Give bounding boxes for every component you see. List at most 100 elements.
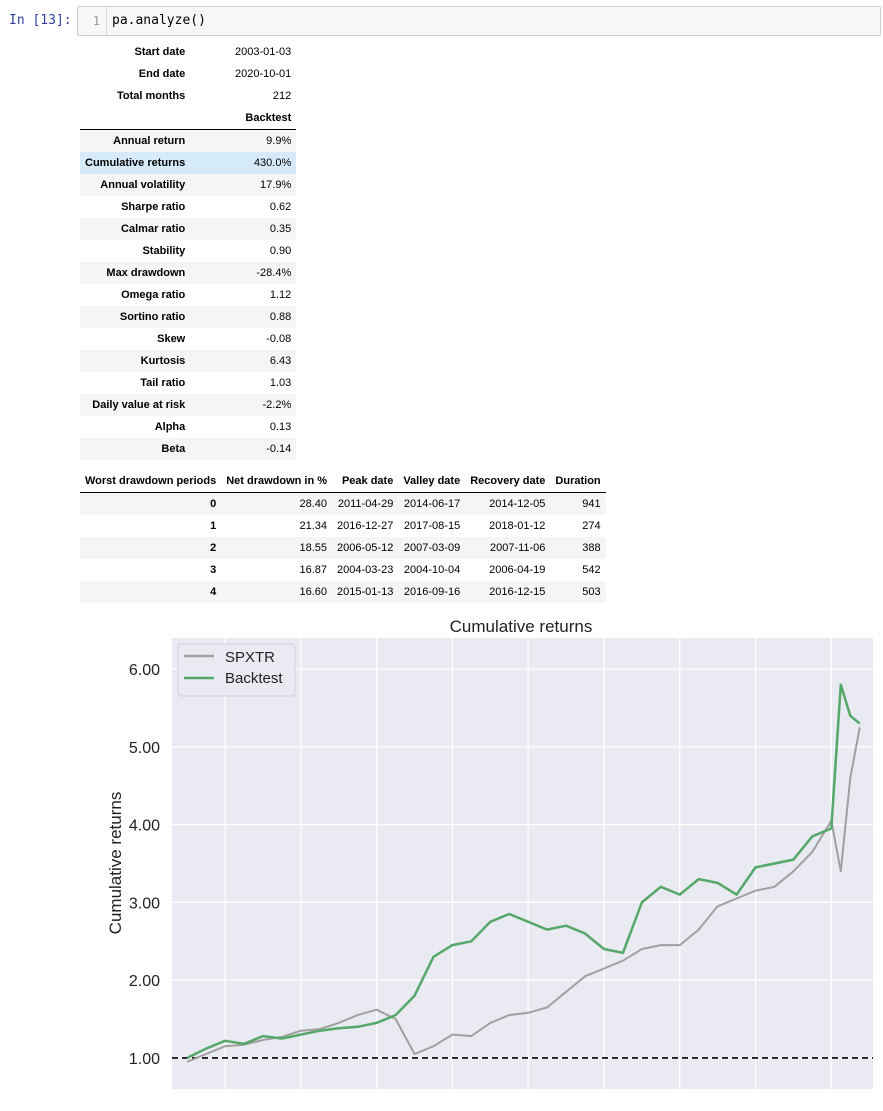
info-label: End date <box>138 68 186 80</box>
drawdown-index: 4 <box>210 586 217 598</box>
column-header-backtest: Backtest <box>245 112 292 124</box>
info-row: End date 2020-10-01 <box>80 63 296 85</box>
metric-value: 1.03 <box>269 377 292 389</box>
metric-label: Cumulative returns <box>85 157 186 169</box>
drawdown-cell: 2004-10-04 <box>403 564 461 576</box>
drawdown-column-header: Net drawdown in % <box>226 475 328 487</box>
info-value: 212 <box>272 90 292 102</box>
y-tick-label: 3.00 <box>129 895 160 912</box>
metric-value: -0.14 <box>266 443 292 455</box>
drawdown-cell: 2017-08-15 <box>403 520 461 532</box>
metric-row: Annual return 9.9% <box>80 129 297 152</box>
metric-row: Sortino ratio 0.88 <box>80 306 297 328</box>
series-lines <box>186 683 861 1063</box>
y-axis-label: Cumulative returns <box>106 792 125 935</box>
plot-area <box>172 638 873 1089</box>
legend-label-spxtr: SPXTR <box>225 649 275 666</box>
metric-row: Skew -0.08 <box>80 328 296 350</box>
drawdown-column-header: Recovery date <box>470 475 546 487</box>
drawdown-cell: 2015-01-13 <box>337 586 394 598</box>
drawdown-index: 1 <box>210 520 217 532</box>
y-tick-label: 6.00 <box>129 662 160 679</box>
series-line-spxtr <box>186 727 861 1063</box>
info-value: 2003-01-03 <box>234 46 292 58</box>
table-corner <box>80 107 190 130</box>
metric-label: Beta <box>161 443 186 455</box>
metric-row: Beta -0.14 <box>80 438 297 460</box>
drawdown-cell: 503 <box>582 586 601 598</box>
drawdown-cell: 16.60 <box>299 586 328 598</box>
drawdown-cell: 2014-06-17 <box>403 498 461 510</box>
drawdown-cell: 388 <box>582 542 601 554</box>
metric-label: Sharpe ratio <box>121 201 186 213</box>
drawdown-cell: 2016-12-15 <box>489 586 546 598</box>
drawdown-cell: 2006-04-19 <box>489 564 546 576</box>
cumulative-returns-chart: 1.00 2.00 3.00 4.00 5.00 6.00 Cumulative retu… <box>106 617 873 1089</box>
metric-value: 0.13 <box>269 421 292 433</box>
metric-label: Annual return <box>113 135 186 147</box>
metric-label: Skew <box>157 333 186 345</box>
metric-row: Stability 0.90 <box>80 240 296 262</box>
y-tick-label: 1.00 <box>129 1051 160 1068</box>
metric-value: -2.2% <box>262 399 292 411</box>
drawdown-cell: 2014-12-05 <box>489 498 546 510</box>
metric-row: Annual volatility 17.9% <box>80 174 297 196</box>
metric-value: 0.35 <box>269 223 292 235</box>
metric-value: 0.62 <box>269 201 292 213</box>
metric-label: Daily value at risk <box>92 399 186 411</box>
metric-row: Kurtosis 6.43 <box>80 350 297 372</box>
drawdown-cell: 2006-05-12 <box>337 542 394 554</box>
metric-value: -28.4% <box>256 267 292 279</box>
info-value: 2020-10-01 <box>234 68 292 80</box>
y-tick-label: 4.00 <box>129 818 160 835</box>
metric-row: Sharpe ratio 0.62 <box>80 196 296 218</box>
drawdown-row: 3 16.87 2004-03-23 2004-10-04 2006-04-19 542 <box>80 559 606 581</box>
drawdown-cell: 28.40 <box>299 498 328 510</box>
metric-label: Tail ratio <box>140 377 186 389</box>
metric-label: Omega ratio <box>121 289 186 301</box>
drawdown-index: 2 <box>210 542 217 554</box>
drawdown-index: 0 <box>210 498 217 510</box>
drawdown-cell: 16.87 <box>299 564 328 576</box>
drawdown-periods-table: Worst drawdown periods Net drawdown in % P… <box>80 470 606 603</box>
legend: SPXTR Backtest <box>177 643 296 697</box>
metric-label: Annual volatility <box>100 179 186 191</box>
drawdown-column-header: Worst drawdown periods <box>85 475 217 487</box>
metric-label: Kurtosis <box>140 355 186 367</box>
drawdown-column-header: Duration <box>555 475 601 487</box>
chart-title: Cumulative returns <box>450 617 593 636</box>
metric-label: Calmar ratio <box>121 223 186 235</box>
metric-row: Daily value at risk -2.2% <box>80 394 297 416</box>
metric-label: Stability <box>142 245 186 257</box>
drawdown-cell: 274 <box>582 520 601 532</box>
y-tick-label: 5.00 <box>129 740 160 757</box>
info-label: Total months <box>117 90 186 102</box>
metric-row: Calmar ratio 0.35 <box>80 218 297 240</box>
info-label: Start date <box>134 46 186 58</box>
metric-value: 0.90 <box>269 245 292 257</box>
drawdown-row: 4 16.60 2015-01-13 2016-09-16 2016-12-15 503 <box>80 581 606 603</box>
metric-value: 17.9% <box>260 179 292 191</box>
info-row: Total months 212 <box>80 85 296 107</box>
metric-row: Max drawdown -28.4% <box>80 262 297 284</box>
drawdown-cell: 2004-03-23 <box>337 564 394 576</box>
series-line-backtest <box>186 683 861 1060</box>
drawdown-cell: 2011-04-29 <box>337 498 394 510</box>
metric-value: 6.43 <box>269 355 292 367</box>
legend-label-backtest: Backtest <box>225 670 283 687</box>
metric-row: Cumulative returns 430.0% <box>80 152 297 174</box>
metric-value: 430.0% <box>253 157 292 169</box>
drawdown-cell: 2016-09-16 <box>403 586 461 598</box>
drawdown-row: 0 28.40 2011-04-29 2014-06-17 2014-12-05 941 <box>80 492 606 515</box>
metric-row: Alpha 0.13 <box>80 416 296 438</box>
code-text[interactable]: pa.analyze() <box>112 13 206 28</box>
drawdown-cell: 2016-12-27 <box>337 520 394 532</box>
performance-stats-table: Start date 2003-01-03 End date 2020-10-01 To… <box>80 41 297 460</box>
y-tick-label: 2.00 <box>129 973 160 990</box>
metric-value: 9.9% <box>266 135 292 147</box>
line-number: 1 <box>92 14 100 28</box>
drawdown-column-header: Valley date <box>403 475 461 487</box>
code-cell-input[interactable]: 1 pa.analyze() <box>77 6 881 36</box>
drawdown-cell: 2007-03-09 <box>403 542 461 554</box>
drawdown-cell: 542 <box>582 564 601 576</box>
